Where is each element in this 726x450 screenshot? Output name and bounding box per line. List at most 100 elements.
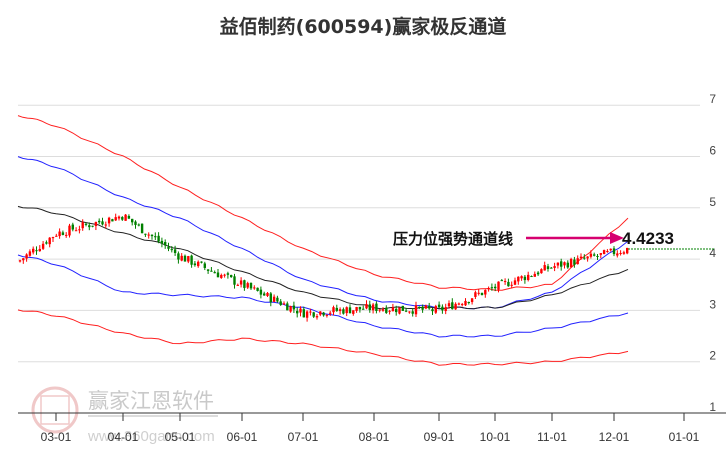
arrow-head-icon (610, 232, 624, 244)
candle (124, 214, 127, 221)
candle (200, 261, 203, 263)
candle (144, 233, 147, 235)
candle (391, 307, 395, 312)
band-inner_upper (17, 156, 629, 310)
candle (579, 256, 583, 259)
x-tick-label: 07-01 (288, 430, 319, 444)
x-tick-label: 06-01 (227, 430, 258, 444)
candle (147, 234, 150, 236)
candle (437, 304, 441, 308)
candle (477, 292, 480, 294)
gridlines (18, 104, 700, 363)
candle (536, 272, 540, 275)
annotation: 压力位强势通道线 4.4233 (393, 229, 674, 248)
candle (256, 287, 259, 291)
candle (48, 237, 51, 245)
candle (286, 303, 289, 311)
candle (434, 306, 437, 313)
candle (457, 303, 461, 305)
candle (193, 263, 197, 266)
candle (533, 273, 536, 277)
candle (546, 266, 550, 269)
candle (187, 256, 190, 262)
candle (134, 221, 137, 225)
x-tick-label: 09-01 (424, 430, 455, 444)
candle (378, 309, 381, 311)
candle (395, 308, 398, 313)
candle (599, 253, 602, 255)
candle (523, 276, 527, 281)
y-tick-label: 7 (709, 92, 716, 106)
candle (573, 259, 576, 265)
candle (388, 310, 391, 312)
candle (342, 309, 345, 314)
y-tick-label: 5 (709, 195, 716, 209)
candle (348, 307, 352, 314)
candle (470, 298, 474, 303)
candle (358, 306, 362, 310)
candle (107, 217, 111, 224)
candle (362, 308, 365, 310)
candle (216, 272, 220, 278)
candle (150, 234, 154, 237)
y-tick-label: 3 (709, 297, 716, 311)
candle (246, 283, 249, 288)
candlesticks (18, 213, 629, 322)
candle (309, 311, 312, 313)
x-tick-label: 05-01 (165, 430, 196, 444)
candle (203, 263, 206, 268)
candle (190, 255, 193, 265)
candle (98, 220, 101, 223)
x-tick-label: 01-01 (669, 430, 700, 444)
candle (65, 234, 68, 236)
candle (461, 304, 464, 306)
candle (566, 262, 569, 268)
candle (279, 301, 282, 306)
channel-bands (17, 115, 629, 366)
candle (180, 255, 183, 261)
candle (296, 310, 299, 314)
y-tick-label: 6 (709, 144, 716, 158)
candle (329, 312, 332, 314)
candle (121, 217, 124, 220)
candle (266, 292, 269, 296)
candle (35, 250, 38, 252)
candle (58, 231, 61, 237)
candle (365, 304, 368, 309)
candle (41, 243, 45, 249)
x-axis: 03-01 04-01 05-01 06-01 07-01 08-01 09-01 10-01… (18, 412, 726, 444)
candle (243, 280, 246, 288)
candle (513, 280, 517, 285)
candle (131, 218, 134, 223)
candle (563, 262, 566, 266)
band-outer_upper (17, 115, 629, 291)
candle (78, 229, 81, 231)
x-tick-label: 08-01 (359, 430, 390, 444)
candle (606, 251, 609, 253)
y-tick-label: 1 (709, 400, 716, 414)
candle (550, 267, 553, 269)
candle (447, 303, 451, 307)
candle (223, 274, 226, 276)
candle (507, 281, 510, 287)
band-outer_lower (17, 309, 629, 366)
candle (612, 248, 616, 255)
candle (560, 261, 563, 267)
annotation-value: 4.4233 (622, 229, 674, 248)
x-tick-label: 04-01 (108, 430, 139, 444)
candle (375, 303, 378, 311)
candle (32, 248, 35, 253)
candle (154, 236, 157, 238)
x-tick-label: 10-01 (480, 430, 511, 444)
candle (68, 225, 71, 236)
watermark: 赢家江恩软件 www.360gann.com (31, 386, 218, 445)
candle (312, 312, 315, 317)
candle (418, 306, 421, 308)
candle (602, 250, 606, 255)
candle (487, 287, 490, 289)
candle (220, 274, 223, 278)
candle (28, 251, 32, 256)
candle (510, 284, 513, 286)
candle (401, 305, 404, 311)
candle (210, 270, 213, 272)
